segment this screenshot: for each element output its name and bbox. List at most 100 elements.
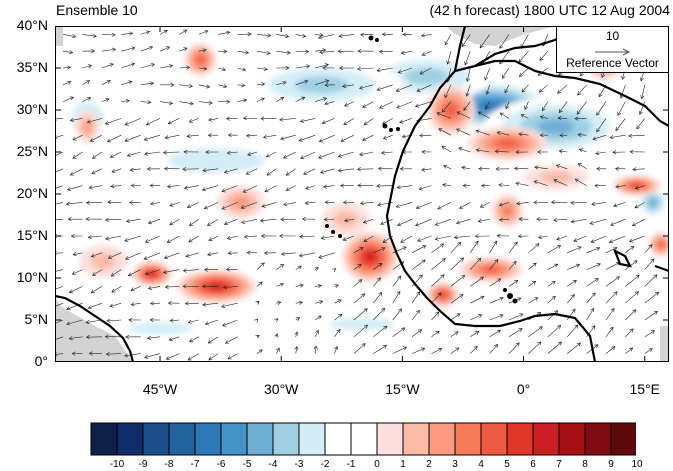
wind-vector-275 [570, 218, 587, 224]
wind-vector-176 [470, 257, 482, 270]
wind-vector-300 [459, 202, 471, 209]
wind-vector-225 [208, 235, 219, 242]
wind-vector-532 [159, 64, 174, 69]
wind-vector-444 [242, 116, 257, 121]
wind-vector-542 [339, 65, 354, 71]
colorbar-swatch-14 [454, 422, 482, 456]
wind-vector-520 [521, 84, 529, 93]
wind-vector-251 [104, 217, 122, 222]
wind-vector-577 [421, 50, 432, 56]
wind-vector-204 [411, 245, 427, 254]
anomaly-contour-15-5 [446, 104, 456, 116]
colorbar-label-20: 10 [631, 459, 643, 470]
wind-vector-419 [362, 134, 374, 141]
colorbar-label-8: -2 [320, 459, 330, 470]
wind-vector-81 [431, 311, 440, 321]
wind-vector-128 [130, 286, 141, 292]
wind-vector-332 [481, 183, 490, 188]
wind-vector-52 [470, 331, 480, 338]
lon-label-4: 15°E [629, 381, 660, 397]
wind-vector-435 [69, 117, 83, 123]
coastline [55, 26, 669, 362]
colorbar-swatch-1 [116, 422, 144, 456]
wind-vector-530 [121, 62, 136, 69]
lat-label-2: 30°N [16, 101, 48, 117]
wind-vector-91 [625, 309, 637, 321]
anomaly-contour-12-6 [440, 292, 446, 297]
colorbar-label-16: 6 [530, 459, 536, 470]
wind-vector-174 [431, 258, 446, 270]
wind-vector-502 [179, 83, 194, 89]
wind-vector-558 [63, 50, 74, 55]
wind-vector-562 [140, 45, 154, 52]
wind-vector-51 [450, 331, 459, 338]
wind-vector-177 [489, 258, 499, 270]
wind-vector-449 [343, 118, 355, 125]
wind-vector-139 [353, 279, 363, 287]
wind-vector-611 [479, 34, 490, 49]
wind-vector-465 [62, 96, 75, 102]
wind-vector-229 [279, 233, 296, 238]
wind-vector-405 [89, 134, 102, 142]
wind-vector-307 [591, 201, 607, 207]
wind-vector-430 [577, 132, 587, 137]
wind-vector-363 [478, 166, 490, 171]
colorbar-label-18: 8 [582, 459, 588, 470]
wind-vector-335 [533, 180, 548, 186]
wind-vector-11 [276, 347, 280, 354]
wind-vector-235 [400, 235, 413, 243]
wind-vector-142 [411, 274, 423, 287]
wind-vector-371 [632, 167, 645, 172]
wind-vector-107 [334, 299, 342, 304]
wind-vector-111 [411, 291, 421, 304]
wind-vector-569 [276, 50, 291, 55]
wind-vector-35 [125, 334, 141, 340]
wind-vector-592 [121, 31, 134, 36]
wind-vector-73 [274, 318, 279, 323]
wind-vector-195 [227, 251, 238, 256]
colorbar-label-7: -3 [294, 459, 304, 470]
wind-vector-384 [283, 151, 296, 159]
wind-vector-95 [87, 302, 102, 310]
wind-vector-607 [402, 32, 413, 37]
wind-vector-266 [397, 218, 413, 227]
wind-vector-134 [256, 281, 263, 287]
wind-vector-600 [276, 34, 290, 39]
wind-vector-543 [356, 66, 374, 71]
wind-vector-75 [314, 315, 322, 321]
wind-vector-610 [461, 34, 471, 48]
wind-vector-65 [106, 318, 122, 323]
wind-vector-336 [553, 179, 568, 186]
wind-vector-179 [528, 262, 537, 270]
wind-vector-374 [91, 151, 103, 159]
wind-vector-318 [201, 185, 219, 192]
lat-label-8: 0° [34, 353, 48, 369]
wind-vector-351 [245, 168, 258, 175]
wind-vector-237 [434, 235, 451, 241]
wind-vector-24 [528, 341, 542, 354]
wind-vector-573 [337, 49, 354, 54]
wind-vector-59 [605, 326, 614, 337]
lat-label-0: 40°N [16, 17, 48, 33]
colorbar-label-11: 1 [400, 459, 406, 470]
wind-vector-30 [644, 348, 653, 354]
wind-vector-155 [55, 269, 64, 272]
wind-vector-469 [140, 100, 152, 105]
wind-vector-549 [484, 67, 490, 81]
wind-vector-490 [541, 101, 549, 112]
wind-vector-528 [82, 64, 93, 69]
wind-vector-357 [356, 167, 374, 172]
wind-vector-512 [359, 84, 374, 90]
wind-vector-154 [644, 274, 658, 287]
wind-vector-98 [149, 301, 161, 306]
wind-vector-278 [631, 218, 645, 227]
wind-vector-383 [265, 151, 277, 158]
wind-vector-380 [205, 149, 219, 155]
wind-vector-508 [295, 79, 309, 86]
colorbar-swatch-6 [246, 422, 274, 456]
wind-vector-199 [298, 252, 316, 258]
wind-vector-609 [444, 34, 452, 46]
wind-vector-297 [395, 202, 413, 209]
wind-vector-477 [295, 96, 306, 102]
lat-label-5: 15°N [16, 227, 48, 243]
